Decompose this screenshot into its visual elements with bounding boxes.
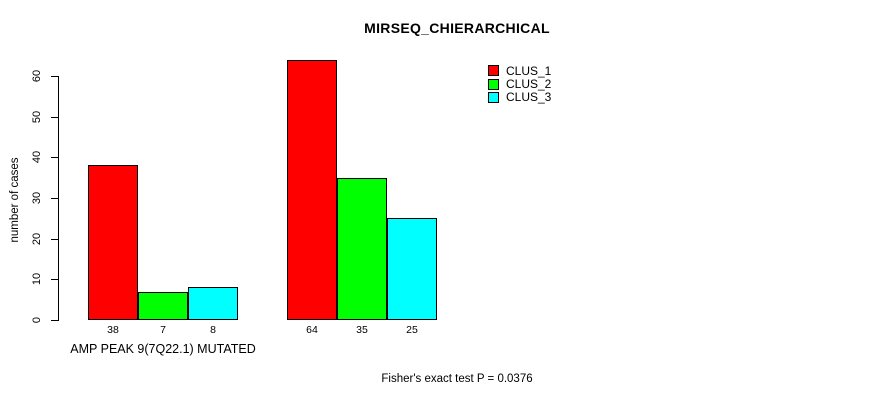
bar-value-label: 8 bbox=[210, 324, 216, 336]
legend-label: CLUS_2 bbox=[506, 77, 552, 92]
legend-item-clus_1: CLUS_1 bbox=[488, 63, 552, 78]
x-group-label: AMP PEAK 9(7Q22.1) MUTATED bbox=[70, 342, 256, 356]
y-axis-label: number of cases bbox=[9, 157, 21, 243]
y-axis-line bbox=[58, 76, 59, 321]
y-axis-tick bbox=[51, 320, 58, 321]
legend-label: CLUS_3 bbox=[506, 90, 552, 105]
bar-value-label: 25 bbox=[406, 324, 418, 336]
y-axis-tick bbox=[51, 238, 58, 240]
legend: CLUS_1 CLUS_2 CLUS_3 bbox=[488, 64, 551, 104]
y-axis-tick-label: 30 bbox=[31, 191, 43, 205]
bar-group1-clus_3 bbox=[188, 287, 238, 320]
legend-item-clus_3: CLUS_3 bbox=[488, 90, 552, 105]
fisher-note: Fisher's exact test P = 0.0376 bbox=[381, 373, 533, 385]
y-axis-tick-label: 10 bbox=[31, 273, 43, 286]
y-axis-tick bbox=[51, 76, 58, 77]
legend-label: CLUS_1 bbox=[506, 63, 552, 78]
legend-swatch-clus_3 bbox=[488, 91, 499, 103]
y-axis-tick-label: 20 bbox=[31, 232, 43, 245]
bar-group2-clus_1 bbox=[287, 59, 337, 320]
bar-value-label: 38 bbox=[107, 324, 119, 336]
bar-group2-clus_2 bbox=[337, 177, 387, 320]
y-axis-tick-label: 40 bbox=[31, 151, 43, 164]
y-axis-tick-label: 60 bbox=[31, 69, 43, 83]
bar-group1-clus_2 bbox=[138, 291, 188, 320]
bar-group1-clus_1 bbox=[88, 165, 138, 320]
y-axis-tick bbox=[51, 279, 58, 281]
bar-group2-clus_3 bbox=[387, 218, 437, 320]
y-axis-tick-label: 0 bbox=[31, 316, 43, 324]
y-axis-tick bbox=[51, 116, 58, 118]
bar-value-label: 64 bbox=[306, 324, 318, 336]
chart-title: MIRSEQ_CHIERARCHICAL bbox=[364, 20, 550, 36]
legend-swatch-clus_2 bbox=[488, 78, 499, 90]
y-axis-tick bbox=[51, 157, 58, 159]
legend-item-clus_2: CLUS_2 bbox=[488, 77, 552, 92]
bar-value-label: 7 bbox=[160, 324, 166, 336]
legend-swatch-clus_1 bbox=[488, 65, 499, 77]
y-axis-tick bbox=[51, 198, 58, 199]
bar-value-label: 35 bbox=[356, 324, 368, 336]
y-axis-tick-label: 50 bbox=[31, 110, 43, 123]
